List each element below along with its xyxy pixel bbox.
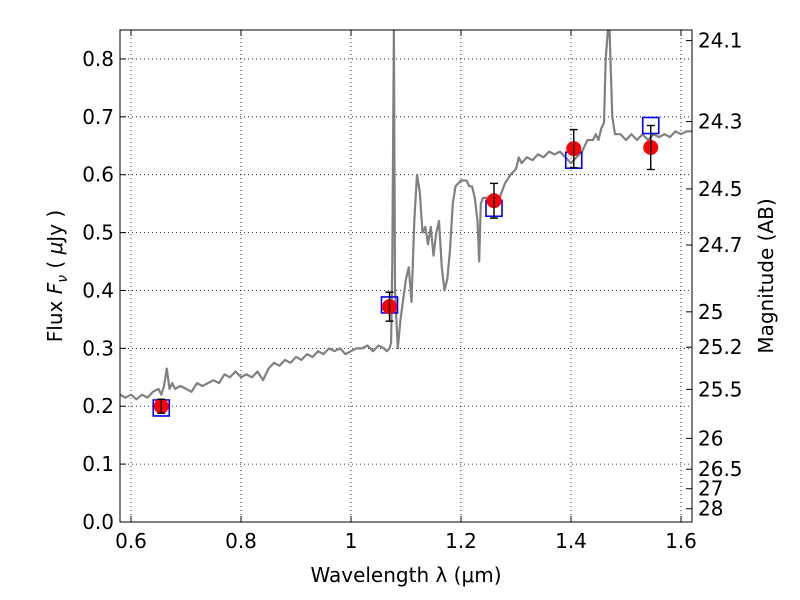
y-tick-label: 0.4 xyxy=(82,278,114,302)
right-tick-label: 24.1 xyxy=(698,29,743,53)
right-tick-label: 25 xyxy=(698,300,723,324)
x-tick-label: 0.6 xyxy=(115,529,147,553)
right-tick-label: 25.5 xyxy=(698,377,743,401)
y-tick-label: 0.1 xyxy=(82,452,114,476)
x-tick-label: 1.2 xyxy=(445,529,477,553)
y-tick-label: 0.3 xyxy=(82,336,114,360)
marker-layer xyxy=(152,116,660,417)
y-tick-label: 0.0 xyxy=(82,510,114,534)
x-tick-label: 0.8 xyxy=(225,529,257,553)
y-tick-label: 0.5 xyxy=(82,221,114,245)
y-tick-label: 0.8 xyxy=(82,47,114,71)
spectrum-line xyxy=(120,30,692,401)
right-tick-label: 24.3 xyxy=(698,110,743,134)
y-tick-label: 0.2 xyxy=(82,394,114,418)
right-tick-label: 28 xyxy=(698,497,723,521)
right-tick-label: 26.5 xyxy=(698,457,743,481)
x-axis-label: Wavelength λ (μm) xyxy=(310,563,501,587)
x-tick-label: 1.6 xyxy=(665,529,697,553)
svg-text:Flux Fν ( μJy ): Flux Fν ( μJy ) xyxy=(43,210,71,342)
x-tick-label: 1 xyxy=(345,529,358,553)
spectrum-layer xyxy=(120,30,692,401)
y-tick-label: 0.6 xyxy=(82,163,114,187)
y-axis-label-right: Magnitude (AB) xyxy=(754,198,778,353)
tick-layer: 0.6 0.8 1 1.2 1.4 1.6 0.0 0.1 0.2 0.3 0.4 0.5 0.6 0.7… xyxy=(82,29,742,553)
right-tick-label: 25.2 xyxy=(698,335,743,359)
right-tick-label: 24.5 xyxy=(698,177,743,201)
plot-frame xyxy=(119,29,693,523)
right-tick-label: 24.7 xyxy=(698,233,743,257)
y-axis-label-left: Flux Fν ( μJy ) xyxy=(43,210,71,342)
x-tick-label: 1.4 xyxy=(555,529,587,553)
right-tick-label: 27 xyxy=(698,477,723,501)
y-tick-label: 0.7 xyxy=(82,105,114,129)
right-tick-label: 26 xyxy=(698,426,723,450)
